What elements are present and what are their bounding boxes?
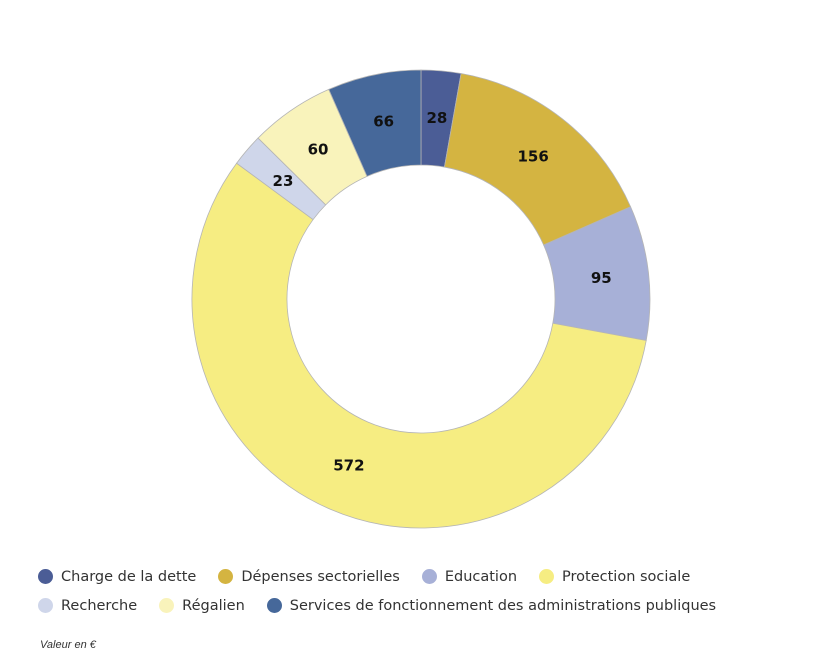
donut-chart: 28 156 95 572 23 60 66 — [191, 69, 651, 529]
data-label-services-de-fonctionnement-des-administrations-publiques: 66 — [373, 112, 394, 130]
legend-label: Recherche — [61, 597, 138, 614]
legend-label: Education — [444, 568, 518, 585]
legend-item-depenses-sectorielles[interactable]: Dépenses sectorielles — [218, 569, 400, 585]
slice-protection-sociale[interactable] — [191, 162, 647, 529]
legend-label: Dépenses sectorielles — [241, 568, 400, 585]
legend-item-protection-sociale[interactable]: Protection sociale — [539, 569, 690, 585]
legend-swatch — [38, 569, 53, 584]
legend-item-services-de-fonctionnement[interactable]: Services de fonctionnement des administr… — [266, 597, 717, 614]
data-label-protection-sociale: 572 — [333, 457, 364, 475]
data-label-regalien: 60 — [308, 141, 329, 159]
legend-item-regalien[interactable]: Régalien — [159, 598, 245, 614]
legend-item-recherche[interactable]: Recherche — [38, 598, 137, 614]
chart-footnote: Valeur en € — [40, 639, 96, 651]
legend-label: Régalien — [182, 597, 245, 614]
slice-services-de-fonctionnement-des-administrations-publiques[interactable] — [328, 69, 422, 177]
data-label-education: 95 — [591, 269, 612, 287]
legend-swatch — [421, 569, 437, 584]
legend-item-education[interactable]: Education — [421, 568, 518, 585]
legend-swatch — [159, 598, 175, 613]
legend-swatch — [539, 569, 555, 584]
chart-data-labels: 28 156 95 572 23 60 66 — [273, 109, 612, 474]
chart-slices — [191, 69, 651, 529]
data-label-recherche: 23 — [273, 172, 294, 190]
legend-swatch — [38, 598, 53, 613]
legend-row-2: Recherche Régalien Services de fonctionn… — [38, 591, 798, 620]
legend-label: Services de fonctionnement des administr… — [289, 597, 717, 614]
legend-swatch — [218, 569, 234, 584]
data-label-depenses-sectorielles: 156 — [517, 147, 548, 165]
data-label-charge-de-la-dette: 28 — [427, 109, 448, 127]
legend-row-1: Charge de la dette Dépenses sectorielles… — [38, 562, 798, 591]
legend-label: Charge de la dette — [61, 568, 197, 585]
legend-label: Protection sociale — [562, 568, 691, 585]
legend-swatch — [266, 598, 282, 613]
chart-legend: Charge de la dette Dépenses sectorielles… — [38, 562, 798, 620]
legend-item-charge-de-la-dette[interactable]: Charge de la dette — [38, 569, 196, 585]
